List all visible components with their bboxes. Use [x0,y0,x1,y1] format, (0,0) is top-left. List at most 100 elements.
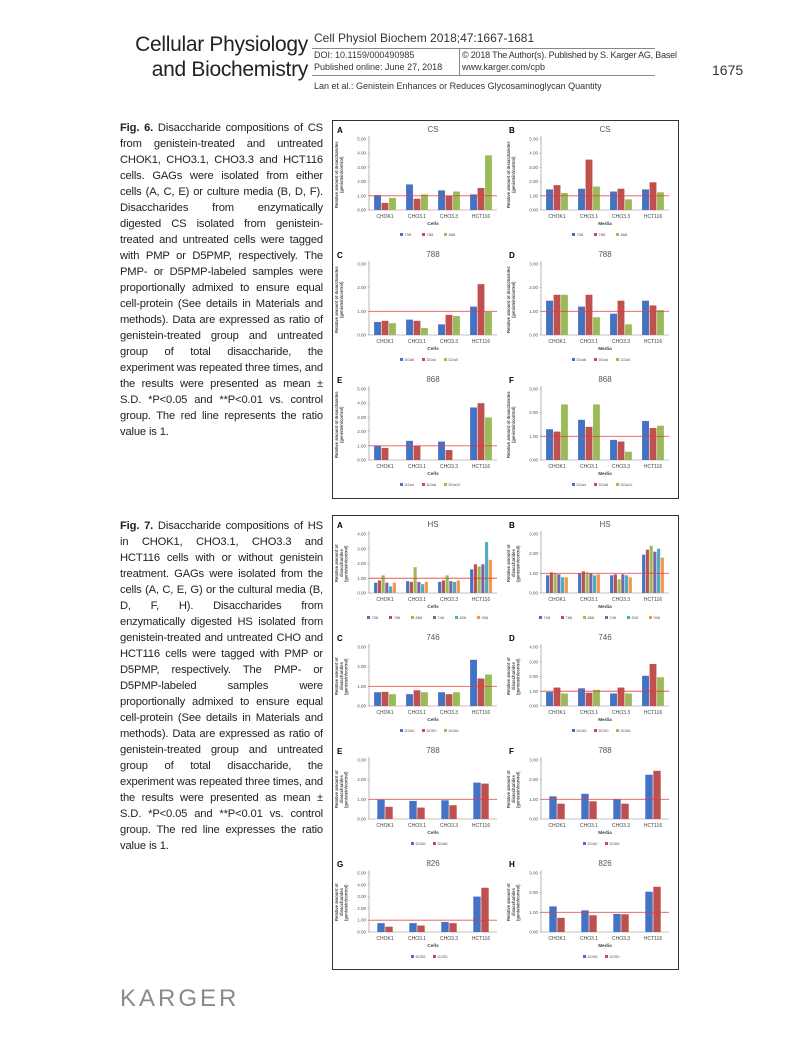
y-tick-label: 2.00 [357,664,366,669]
panel-letter: E [337,747,343,756]
bar [438,324,445,335]
bar [617,687,625,706]
x-tick-label: CHOK1 [376,710,393,716]
page-number: 1675 [712,62,744,78]
bar [413,198,421,210]
bar [477,566,481,593]
bar [625,693,632,706]
bar [621,574,625,593]
bar [438,581,442,593]
legend-swatch [605,616,608,619]
figure-7: A HS 0.00 1.00 2.00 3.00 4.00 CHOK1 CHO3.1 CHO3.3… [332,515,679,970]
x-tick-label: HCT116 [472,936,490,942]
bar [413,567,417,593]
bar [413,445,421,460]
bar [557,917,565,932]
y-tick-label: 3.00 [529,532,538,537]
legend-swatch [649,616,652,619]
x-tick-label: CHO3.3 [440,936,458,942]
y-tick-label: 2.00 [357,777,366,782]
legend-swatch [627,616,630,619]
bar [417,581,421,593]
x-tick-label: HCT116 [644,936,662,942]
bar [546,300,553,335]
y-tick-label: 1.00 [357,443,366,448]
bar [449,581,453,593]
y-tick-label: 0.00 [357,817,366,822]
x-tick-label: CHO3.3 [612,214,630,220]
bar [445,450,453,460]
legend-swatch [389,616,392,619]
bar [453,191,460,210]
chart-title: HS [599,520,610,529]
y-tick-label: 2.00 [357,906,366,911]
x-tick-label: CHO3.1 [580,339,598,345]
bar [593,317,600,335]
bar [488,559,492,593]
bar-chart-6d: D 788 0.00 1.00 2.00 3.00 CHOK1 CHO3.1 CHO3.3 HCT… [509,250,669,362]
legend-label: D2a6 [427,482,437,487]
bar [374,321,381,335]
legend-label: 906 [482,615,489,620]
legend-swatch [616,358,619,361]
y-tick-label: 2.00 [529,777,538,782]
bar [438,692,445,706]
y-axis-label: Relative amount of disaccharides (genist… [335,266,344,333]
y-tick-label: 0.00 [357,208,366,213]
legend-swatch [455,616,458,619]
x-tick-label: CHO3.3 [612,597,630,603]
legend-label: 746 [610,615,617,620]
legend-label: 708 [544,615,551,620]
bar-chart-7f: F 788 0.00 1.00 2.00 3.00 CHOK1 CHO3.1 CHO3.3 HCT… [509,746,669,846]
bar-chart-6c: C 788 0.00 1.00 2.00 3.00 CHOK1 CHO3.1 CHO3.3 HCT… [337,250,497,362]
y-tick-label: 1.00 [357,576,366,581]
chart-panel-d: D 788 0.00 1.00 2.00 3.00 CHOK1 CHO3.1 CHO3.3 HCT… [505,246,677,371]
bar [645,891,653,932]
website[interactable]: www.karger.com/cpb [462,62,546,72]
x-tick-label: CHOK1 [376,339,393,345]
bar [377,923,385,932]
y-tick-label: 4.00 [357,401,366,406]
y-tick-label: 2.00 [357,561,366,566]
y-tick-label: 1.00 [529,797,538,802]
journal-name: Cellular Physiology and Biochemistry [118,32,308,82]
x-axis-label: Cells [427,717,439,723]
x-tick-label: CHO3.1 [580,936,598,942]
bar [657,425,664,460]
y-tick-label: 2.00 [529,674,538,679]
y-tick-label: 0.00 [529,591,538,596]
panel-letter: A [337,521,343,530]
y-tick-label: 2.00 [529,890,538,895]
chart-panel-d: D 746 0.00 1.00 2.00 3.00 4.00 CHOK1 CHO3.1 CHO3.… [505,629,677,742]
legend-label: D0S6 [416,954,427,959]
y-tick-label: 2.00 [357,285,366,290]
x-tick-label: HCT116 [644,597,662,603]
legend-label: 788 [566,615,573,620]
bar [585,426,593,460]
legend-label: 868 [449,232,456,237]
bar [613,913,621,932]
bar [453,581,457,593]
x-tick-label: HCT116 [644,823,662,829]
x-tick-label: HCT116 [472,214,490,220]
legend-swatch [616,233,619,236]
legend-label: D2A0 [405,728,416,733]
bar-chart-7c: C 746 0.00 1.00 2.00 3.00 CHOK1 CHO3.1 CHO3.3 HCT… [337,633,497,733]
bar [610,693,617,706]
x-tick-label: HCT116 [644,710,662,716]
legend-label: D0S0 [427,728,438,733]
y-axis-label: Relative amount of disaccharides (genist… [335,544,349,583]
panel-letter: B [509,126,515,135]
x-tick-label: CHOK1 [376,823,393,829]
bar [374,582,378,593]
journal-name-line2: and Biochemistry [151,58,309,81]
bar [617,441,625,460]
x-tick-label: CHOK1 [376,464,393,470]
x-tick-label: CHO3.1 [580,214,598,220]
bar [406,319,413,335]
legend-label: D0a6 [577,357,587,362]
bar [406,184,413,210]
chart-panel-f: F 868 0.00 1.00 2.00 3.00 CHOK1 CHO3.1 CHO3.3 HCT… [505,371,677,496]
legend-label: D2A0 [588,841,599,846]
